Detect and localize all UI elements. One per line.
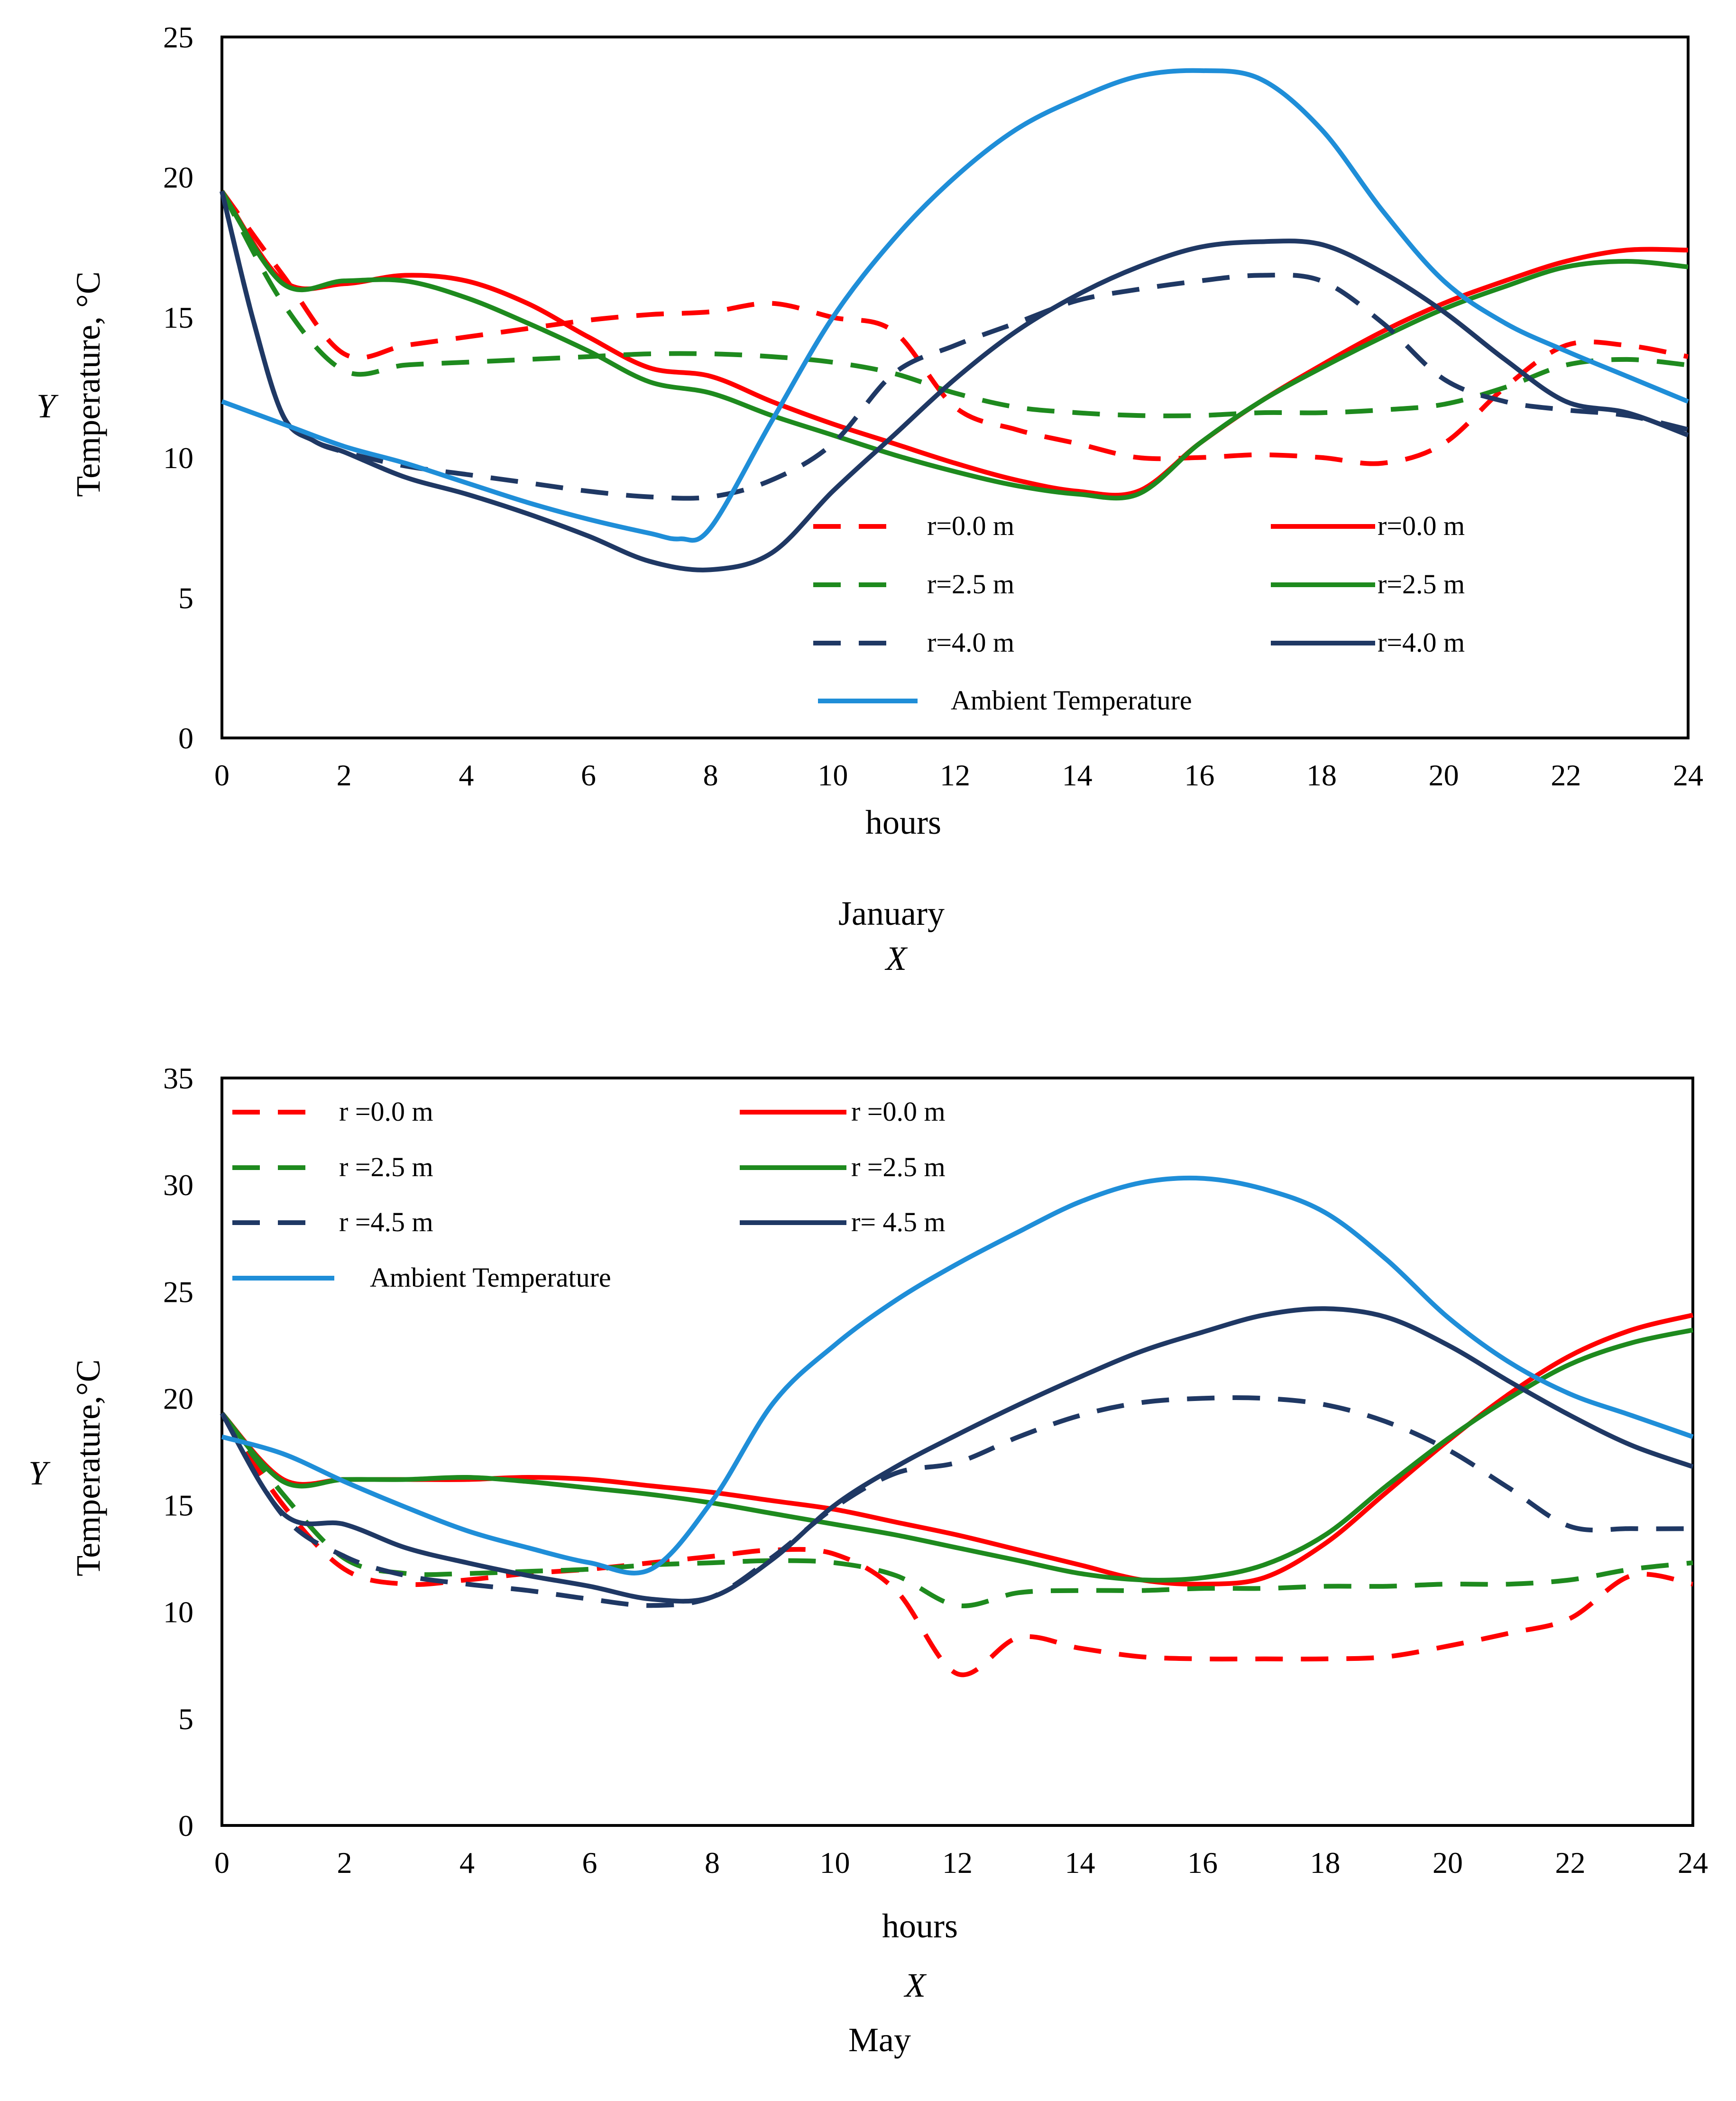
may-x-tick-8: 8 xyxy=(705,1846,720,1880)
january-series-r-0-0-m-dashed-line xyxy=(220,190,1689,466)
legend-label-r-2-5-m-dashed: r=2.5 m xyxy=(927,569,1014,599)
january-x-tick-12: 12 xyxy=(940,758,970,792)
january-x-tick-18: 18 xyxy=(1306,758,1337,792)
may-y-tick-0: 0 xyxy=(178,1809,193,1843)
legend-label-r-4-5-m-dashed: r =4.5 m xyxy=(339,1207,433,1237)
may-y-tick-30: 30 xyxy=(163,1168,193,1202)
legend-label-r-4-0-m-solid: r=4.0 m xyxy=(1378,627,1465,658)
may-x-tick-2: 2 xyxy=(337,1846,352,1880)
may-x-tick-10: 10 xyxy=(820,1846,850,1880)
january-x-tick-22: 22 xyxy=(1551,758,1581,792)
january-y-tick-labels: 0 5 10 15 20 25 xyxy=(163,20,193,755)
legend-label-r-4-5-m-solid: r= 4.5 m xyxy=(851,1207,946,1237)
may-y-tick-10: 10 xyxy=(163,1595,193,1629)
legend-label-r-0-0-m-solid: r =0.0 m xyxy=(851,1096,946,1127)
january-y-tick-10: 10 xyxy=(163,441,193,475)
may-series-r-4-5-m-solid-line xyxy=(220,1306,1694,1604)
january-x-tick-16: 16 xyxy=(1184,758,1214,792)
may-x-tick-14: 14 xyxy=(1065,1846,1095,1880)
january-series xyxy=(220,68,1689,572)
january-y-axis-letter: Y xyxy=(37,387,59,425)
january-x-tick-10: 10 xyxy=(817,758,848,792)
january-x-tick-6: 6 xyxy=(581,758,596,792)
legend-label-r-0-0-m-solid: r=0.0 m xyxy=(1378,510,1465,541)
january-series-r-0-0-m-solid-line xyxy=(220,190,1689,498)
january-x-tick-14: 14 xyxy=(1062,758,1093,792)
january-y-tick-20: 20 xyxy=(163,161,193,194)
legend-label-ambient-temperature-solid: Ambient Temperature xyxy=(951,685,1192,716)
january-y-tick-15: 15 xyxy=(163,301,193,334)
legend-label-ambient-temperature-solid: Ambient Temperature xyxy=(370,1262,611,1293)
may-plot-area xyxy=(220,1077,1694,1827)
may-x-axis-letter: X xyxy=(903,1966,927,2004)
may-series-r-2-5-m-dashed-line xyxy=(220,1411,1693,1609)
may-legend: r =0.0 m r =0.0 m r =2.5 m r =2.5 m r =4.5 m… xyxy=(232,1096,946,1293)
january-series-r-4-0-m-dashed-line xyxy=(220,191,1689,501)
may-series-r-4-5-m-dashed-line xyxy=(220,1395,1693,1608)
may-x-tick-16: 16 xyxy=(1187,1846,1218,1880)
legend-label-r-0-0-m-dashed: r=0.0 m xyxy=(927,510,1014,541)
may-x-axis-label: hours xyxy=(882,1907,958,1945)
january-x-axis-letter: X xyxy=(884,940,908,977)
january-x-tick-labels: 0 2 4 6 8 10 12 14 16 18 20 22 24 xyxy=(214,758,1703,792)
may-series-r-0-0-m-dashed-line xyxy=(220,1412,1693,1677)
legend-label-r-4-0-m-dashed: r=4.0 m xyxy=(927,627,1014,658)
january-x-tick-20: 20 xyxy=(1429,758,1459,792)
may-x-tick-labels: 0 2 4 6 8 10 12 14 16 18 20 22 24 xyxy=(214,1846,1708,1880)
may-caption: May xyxy=(848,2021,911,2059)
may-series-r-2-5-m-solid-line xyxy=(220,1327,1694,1583)
may-y-axis-letter: Y xyxy=(28,1454,51,1492)
january-x-tick-24: 24 xyxy=(1673,758,1703,792)
may-y-tick-labels: 0 5 10 15 20 25 30 35 xyxy=(163,1061,193,1843)
may-y-tick-5: 5 xyxy=(178,1702,193,1736)
may-series-ambient-temperature-solid-line xyxy=(221,1175,1694,1576)
january-x-tick-2: 2 xyxy=(337,758,352,792)
may-y-tick-20: 20 xyxy=(163,1382,193,1415)
legend-label-r-2-5-m-dashed: r =2.5 m xyxy=(339,1152,433,1182)
legend-label-r-2-5-m-solid: r=2.5 m xyxy=(1378,569,1465,599)
may-y-tick-35: 35 xyxy=(163,1061,193,1095)
january-series-ambient-temperature-solid-line xyxy=(221,68,1689,543)
may-x-tick-12: 12 xyxy=(942,1846,973,1880)
january-x-tick-8: 8 xyxy=(703,758,718,792)
january-caption: January xyxy=(838,894,945,932)
january-plot-area xyxy=(220,36,1690,739)
may-y-axis-label: Temperature,°C xyxy=(69,1359,107,1576)
may-x-tick-18: 18 xyxy=(1310,1846,1341,1880)
january-legend: r=0.0 m r=0.0 m r=2.5 m r=2.5 m r=4.0 m r=4.0… xyxy=(813,510,1465,716)
legend-label-r-2-5-m-solid: r =2.5 m xyxy=(851,1152,946,1182)
january-y-tick-25: 25 xyxy=(163,20,193,54)
may-x-tick-24: 24 xyxy=(1678,1846,1708,1880)
may-y-tick-25: 25 xyxy=(163,1275,193,1309)
january-y-tick-5: 5 xyxy=(178,581,193,615)
january-y-axis-label: Temperature, °C xyxy=(69,271,107,497)
may-x-tick-20: 20 xyxy=(1433,1846,1463,1880)
january-x-tick-4: 4 xyxy=(459,758,474,792)
january-x-tick-0: 0 xyxy=(214,758,230,792)
may-y-tick-15: 15 xyxy=(163,1489,193,1522)
january-series-r-4-0-m-solid-line xyxy=(220,191,1689,572)
january-x-axis-label: hours xyxy=(865,803,941,841)
may-x-tick-0: 0 xyxy=(214,1846,230,1880)
may-x-tick-4: 4 xyxy=(459,1846,475,1880)
may-x-tick-6: 6 xyxy=(582,1846,597,1880)
may-series xyxy=(220,1175,1694,1677)
legend-label-r-0-0-m-dashed: r =0.0 m xyxy=(339,1096,433,1127)
may-x-tick-22: 22 xyxy=(1555,1846,1586,1880)
january-y-tick-0: 0 xyxy=(178,721,193,755)
